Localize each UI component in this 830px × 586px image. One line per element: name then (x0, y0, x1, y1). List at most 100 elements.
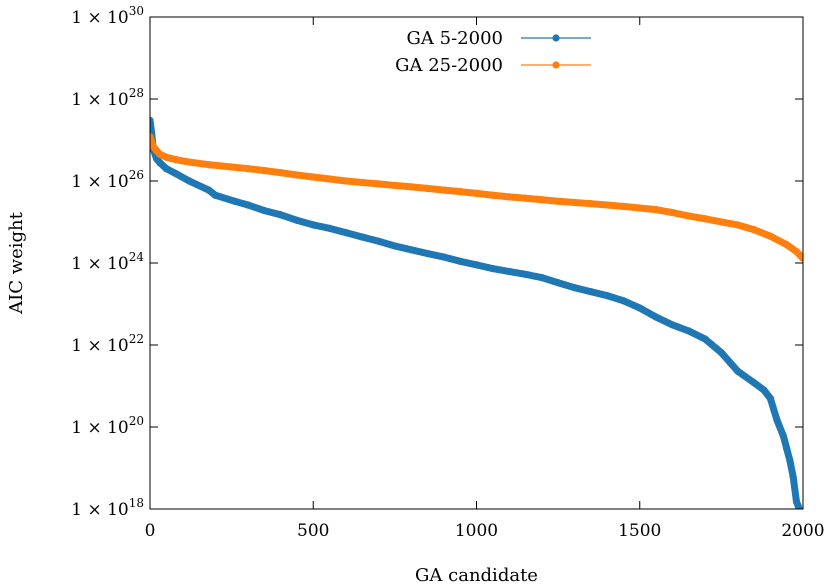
legend: GA 5-2000 GA 25-2000 (395, 28, 591, 76)
series-2-point (685, 212, 693, 220)
series-1-point (685, 327, 693, 335)
series-1-point (456, 257, 464, 265)
series-1-point (440, 253, 448, 261)
y-tick-label: 1 × 1022 (71, 332, 144, 356)
y-tick-label: 1 × 1018 (71, 496, 144, 520)
series-2-point (374, 180, 383, 188)
series-2-point (505, 193, 513, 201)
legend-label-1: GA 5-2000 (407, 28, 503, 49)
series-2-point (554, 197, 562, 205)
series-2-point (750, 226, 758, 234)
series-2-point (792, 247, 801, 256)
series-1-point (211, 191, 219, 199)
series-layer (150, 116, 803, 509)
series-1-point (750, 379, 758, 387)
series-2-point (342, 177, 350, 185)
series-1-point (505, 267, 513, 276)
series-1-point (779, 432, 788, 440)
series-1-point (185, 177, 193, 185)
x-tick-label: 2000 (781, 521, 824, 541)
series-2-point (619, 202, 628, 211)
legend-marker-2 (552, 61, 560, 69)
series-2-point (717, 218, 725, 226)
series-2-point (162, 153, 170, 161)
x-tick-label: 1000 (455, 521, 498, 541)
x-tick-label: 1500 (618, 521, 661, 541)
series-2-point (603, 201, 611, 209)
series-2-point (185, 158, 193, 166)
series-2-point (172, 156, 180, 164)
series-2-point (766, 232, 774, 240)
series-2-point (587, 200, 595, 208)
series-1-point (773, 416, 781, 424)
series-1-point (734, 367, 742, 375)
series-1-point (162, 165, 170, 173)
y-tick-label: 1 × 1026 (71, 168, 144, 192)
series-2-point (391, 181, 399, 190)
series-1-point (783, 444, 791, 453)
series-1-point (205, 186, 213, 194)
legend-label-2: GA 25-2000 (395, 55, 503, 76)
series-1-point (423, 249, 432, 258)
series-2-point (156, 150, 164, 158)
series-1 (150, 116, 803, 509)
series-1-point (652, 313, 660, 321)
series-1-point (260, 206, 268, 215)
series-1-point (587, 288, 595, 296)
y-tick-label: 1 × 1024 (71, 250, 144, 274)
series-2-point (440, 186, 448, 194)
series-2-point (652, 206, 660, 214)
series-1-point (407, 246, 415, 254)
series-1-point (231, 197, 239, 205)
series-1-point (789, 473, 797, 481)
series-1-point (391, 242, 399, 250)
series-1-point (786, 457, 794, 465)
series-1-point (172, 170, 180, 178)
series-1-point (636, 304, 644, 312)
series-2-point (734, 221, 742, 229)
series-1-point (760, 386, 768, 394)
series-2-point (521, 194, 530, 202)
series-1-point (309, 221, 317, 229)
series-1-point (570, 284, 579, 292)
series-1-point (293, 216, 301, 224)
y-tick-label: 1 × 1030 (71, 4, 144, 28)
series-1-point (668, 321, 677, 329)
series-2 (150, 133, 803, 262)
series-1-point (538, 274, 546, 282)
series-1-point (358, 233, 366, 241)
x-tick-label: 0 (145, 521, 156, 541)
series-1-point (156, 159, 164, 167)
series-2-point (472, 189, 481, 197)
series-2-point (783, 241, 791, 249)
series-1-point (489, 265, 497, 273)
series-1-point (717, 349, 725, 357)
series-2-point (570, 198, 579, 207)
series-2-point (489, 191, 497, 199)
series-2-point (799, 254, 803, 262)
series-1-point (701, 335, 709, 343)
series-1-point (619, 297, 628, 305)
y-tick-label: 1 × 1020 (71, 414, 144, 438)
series-1-point (603, 292, 611, 300)
x-axis-title: GA candidate (415, 565, 538, 586)
series-2-point (325, 175, 334, 183)
series-1-point (472, 261, 481, 269)
series-1-point (342, 229, 350, 237)
series-2-point (358, 178, 366, 187)
series-1-point (374, 237, 383, 245)
series-2-point (456, 188, 464, 196)
series-1-point (244, 201, 252, 209)
series-1-point (766, 394, 774, 402)
series-2-point (228, 163, 236, 171)
series-2-point (244, 165, 252, 173)
series-2-point (260, 166, 268, 175)
legend-marker-1 (552, 34, 560, 42)
series-2-point (538, 196, 546, 204)
series-2-point (407, 183, 415, 191)
series-1-point (150, 116, 154, 125)
series-2-point (423, 184, 432, 192)
ticks-layer (149, 16, 804, 510)
